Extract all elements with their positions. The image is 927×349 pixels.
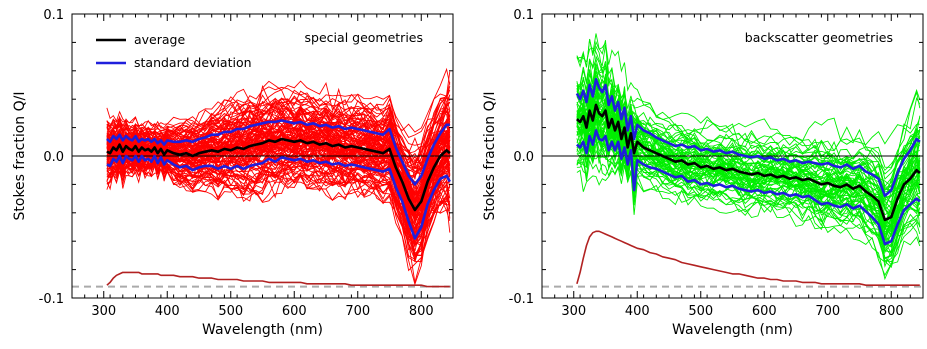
x-tick-label: 700 — [345, 304, 370, 319]
y-axis-label: Stokes fraction Q/I — [482, 91, 498, 220]
legend-label-average: average — [134, 32, 185, 47]
ensemble-line — [576, 159, 921, 277]
legend: average standard deviation — [96, 32, 252, 70]
series-std-lower — [576, 129, 921, 246]
y-tick-label: 0.0 — [43, 150, 64, 165]
y-tick-label: -0.1 — [39, 292, 64, 307]
reference-lines — [542, 155, 923, 288]
ensemble-line — [106, 159, 451, 263]
left-panel: 300 400 500 600 700 800 -0.1 0.0 0.1 Wavelength … — [12, 8, 454, 338]
ensemble-line — [576, 57, 921, 191]
x-tick-label: 400 — [155, 304, 180, 319]
ensemble-line — [106, 159, 450, 283]
x-tick-label: 700 — [815, 304, 840, 319]
ensemble-line — [106, 119, 451, 197]
series-std-lower — [106, 154, 451, 240]
x-tick-label: 500 — [688, 304, 713, 319]
ensemble-line — [576, 147, 921, 263]
panel-annotation: special geometries — [305, 30, 423, 45]
y-axis-label: Stokes fraction Q/I — [12, 91, 28, 220]
plot-frame — [541, 13, 924, 299]
x-axis-label: Wavelength (nm) — [202, 322, 323, 338]
series-spectrum — [106, 271, 450, 288]
axis-ticks: 300 400 500 600 700 800 -0.1 0.0 0.1 — [39, 8, 454, 319]
ensemble-line — [576, 145, 921, 255]
x-tick-label: 600 — [282, 304, 307, 319]
y-tick-label: 0.1 — [43, 8, 64, 23]
legend-label-std: standard deviation — [134, 55, 252, 70]
ensemble-line — [106, 89, 451, 166]
ensemble-line — [576, 159, 921, 281]
ensemble-lines — [106, 67, 451, 286]
ensemble-line — [576, 64, 921, 188]
ensemble-line — [106, 134, 451, 239]
x-tick-label: 600 — [752, 304, 777, 319]
x-axis-label: Wavelength (nm) — [672, 322, 793, 338]
ensemble-line — [576, 133, 921, 266]
x-tick-label: 400 — [625, 304, 650, 319]
ensemble-line — [106, 164, 451, 272]
x-tick-label: 800 — [409, 304, 434, 319]
x-tick-label: 800 — [879, 304, 904, 319]
y-tick-label: 0.1 — [513, 8, 534, 23]
series-average — [576, 103, 921, 222]
x-tick-label: 300 — [91, 304, 116, 319]
ensemble-line — [576, 44, 921, 172]
panel-annotation: backscatter geometries — [745, 30, 893, 45]
ensemble-line — [106, 80, 451, 140]
ensemble-line — [106, 104, 451, 191]
axis-ticks: 300 400 500 600 700 800 -0.1 0.0 0.1 — [509, 8, 924, 319]
series-spectrum — [576, 230, 920, 287]
ensemble-line — [576, 38, 921, 146]
series-std-upper — [106, 119, 450, 186]
ensemble-line — [106, 82, 451, 133]
ensemble-line — [106, 153, 451, 251]
series-lines — [575, 78, 921, 287]
series-std-upper — [575, 78, 921, 198]
series-lines — [106, 119, 451, 288]
right-panel: 300 400 500 600 700 800 -0.1 0.0 0.1 Wavelength … — [482, 8, 924, 338]
x-tick-label: 500 — [218, 304, 243, 319]
plot-frame — [71, 13, 454, 299]
ensemble-line — [576, 33, 921, 168]
x-tick-label: 300 — [561, 304, 586, 319]
y-tick-label: -0.1 — [509, 292, 534, 307]
ensemble-line — [106, 159, 450, 256]
y-tick-label: 0.0 — [513, 150, 534, 165]
series-average — [106, 137, 451, 212]
